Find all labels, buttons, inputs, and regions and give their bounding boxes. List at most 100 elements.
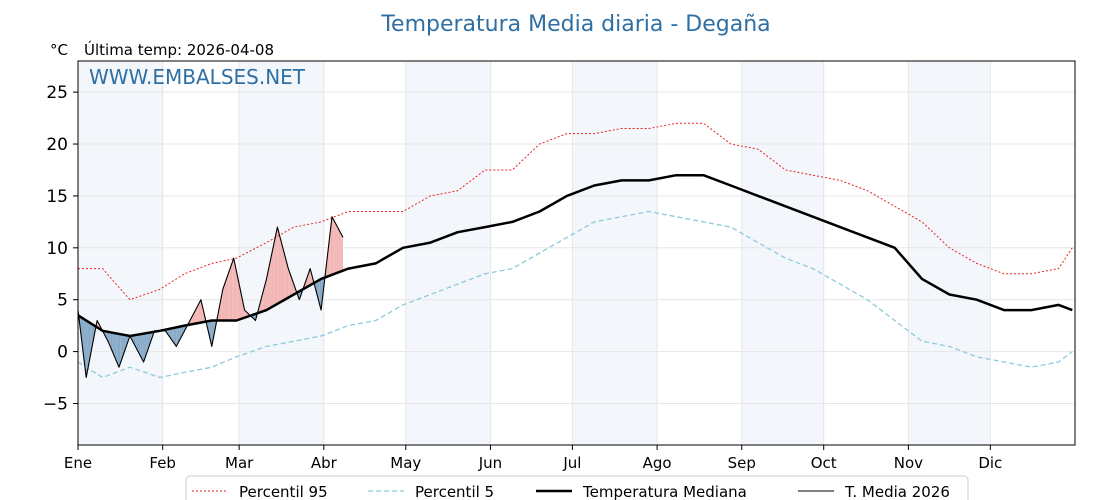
- cold-anomaly-fill: [136, 334, 139, 352]
- data-point: [159, 376, 161, 378]
- data-point: [320, 221, 322, 223]
- cold-anomaly-fill: [84, 319, 87, 378]
- y-tick-label: 20: [46, 135, 68, 155]
- data-point: [839, 226, 841, 228]
- warm-anomaly-fill: [233, 258, 236, 321]
- watermark: WWW.EMBALSES.NET: [89, 65, 306, 89]
- data-point: [948, 293, 950, 295]
- data-point: [309, 267, 311, 269]
- cold-anomaly-fill: [321, 278, 323, 311]
- warm-anomaly-fill: [284, 253, 286, 300]
- data-point: [254, 319, 256, 321]
- warm-anomaly-fill: [333, 219, 335, 275]
- data-point: [1071, 309, 1073, 311]
- cold-anomaly-fill: [87, 321, 89, 371]
- data-point: [235, 356, 237, 358]
- data-point: [948, 247, 950, 249]
- cold-anomaly-fill: [120, 334, 122, 364]
- data-point: [593, 184, 595, 186]
- data-point: [921, 278, 923, 280]
- warm-anomaly-fill: [230, 262, 233, 321]
- warm-anomaly-fill: [274, 233, 277, 306]
- warm-anomaly-fill: [269, 259, 271, 309]
- cold-anomaly-fill: [138, 334, 140, 355]
- data-point: [812, 267, 814, 269]
- warm-anomaly-fill: [285, 258, 287, 300]
- cold-anomaly-fill: [113, 332, 115, 358]
- data-point: [1003, 273, 1005, 275]
- data-point: [276, 226, 278, 228]
- x-tick-label: Ago: [643, 454, 672, 472]
- y-tick-label: 10: [46, 239, 68, 259]
- x-tick-label: Nov: [894, 454, 923, 472]
- x-tick-label: Jul: [562, 454, 581, 472]
- data-point: [757, 241, 759, 243]
- y-axis: −5 0 5 10 15 20 25: [43, 83, 78, 414]
- grid-lines: [77, 61, 1075, 445]
- data-point: [1003, 309, 1005, 311]
- data-point: [866, 190, 868, 192]
- y-tick-label: 15: [46, 187, 68, 207]
- cold-anomaly-fill: [114, 333, 117, 361]
- data-point: [347, 210, 349, 212]
- data-point: [620, 179, 622, 181]
- data-point: [243, 309, 245, 311]
- data-point: [402, 304, 404, 306]
- data-point: [429, 293, 431, 295]
- cold-anomaly-fill: [140, 333, 143, 360]
- month-bands: [78, 61, 991, 445]
- data-point: [375, 210, 377, 212]
- warm-anomaly-fill: [267, 265, 270, 310]
- cold-anomaly-fill: [170, 328, 173, 341]
- chart-title: Temperatura Media diaria - Degaña: [380, 12, 770, 37]
- data-point: [96, 319, 98, 321]
- data-point: [620, 127, 622, 129]
- x-tick-label: May: [390, 454, 421, 472]
- cold-anomaly-fill: [144, 333, 147, 359]
- data-point: [1057, 304, 1059, 306]
- cold-anomaly-fill: [177, 326, 180, 344]
- data-point: [222, 288, 224, 290]
- data-point: [186, 324, 188, 326]
- month-band: [908, 61, 991, 445]
- data-point: [265, 345, 267, 347]
- data-point: [757, 148, 759, 150]
- data-point: [784, 205, 786, 207]
- data-point: [235, 319, 237, 321]
- data-point: [839, 283, 841, 285]
- warm-anomaly-fill: [271, 246, 274, 307]
- data-point: [1030, 309, 1032, 311]
- data-point: [429, 195, 431, 197]
- legend-label: Percentil 5: [415, 483, 494, 500]
- data-point: [175, 345, 177, 347]
- series-line: [77, 216, 344, 379]
- data-point: [593, 132, 595, 134]
- warm-anomaly-fill: [336, 224, 338, 274]
- x-tick-label: Jun: [478, 454, 502, 472]
- warm-anomaly-fill: [281, 242, 283, 302]
- cold-anomaly-fill: [135, 334, 137, 349]
- cold-anomaly-fill: [105, 331, 107, 339]
- data-point: [153, 330, 155, 332]
- cold-anomaly-fill: [112, 332, 114, 355]
- data-point: [812, 215, 814, 217]
- data-point: [293, 293, 295, 295]
- data-point: [183, 324, 185, 326]
- data-point: [866, 236, 868, 238]
- cold-anomaly-fill: [176, 327, 178, 347]
- cold-anomaly-fill: [146, 332, 148, 355]
- data-point: [164, 330, 166, 332]
- plot-frame: [77, 60, 1076, 446]
- y-tick-label: 0: [57, 343, 68, 363]
- data-point: [730, 143, 732, 145]
- data-point: [1003, 361, 1005, 363]
- data-point: [159, 288, 161, 290]
- warm-anomaly-fill: [224, 281, 226, 321]
- data-point: [566, 195, 568, 197]
- data-point: [484, 169, 486, 171]
- data-point: [456, 190, 458, 192]
- data-point: [211, 319, 213, 321]
- warm-anomaly-fill: [228, 269, 230, 321]
- data-point: [375, 319, 377, 321]
- warm-anomaly-fill: [332, 216, 334, 275]
